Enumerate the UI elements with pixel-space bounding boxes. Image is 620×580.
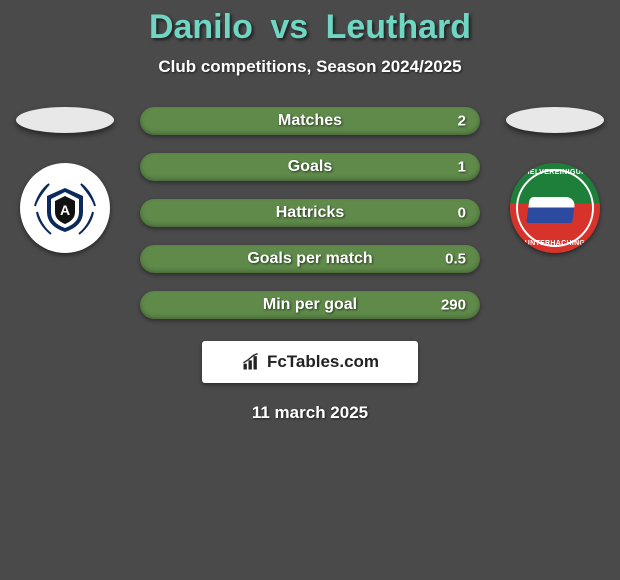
date-line: 11 march 2025 xyxy=(0,403,620,423)
bars-icon xyxy=(241,352,261,372)
stat-row-mpg: Min per goal 290 xyxy=(140,291,480,319)
player1-name: Danilo xyxy=(149,8,253,46)
svg-text:A: A xyxy=(60,202,70,218)
stat-row-matches: Matches 2 xyxy=(140,107,480,135)
branding-badge: FcTables.com xyxy=(202,341,418,383)
subtitle: Club competitions, Season 2024/2025 xyxy=(0,57,620,77)
right-column: SPIELVEREINIGUNG UNTERHACHING xyxy=(500,107,610,253)
stat-label: Goals per match xyxy=(247,250,372,268)
player1-ellipse xyxy=(16,107,114,133)
vs-separator: vs xyxy=(270,8,308,46)
player2-name: Leuthard xyxy=(326,8,471,46)
club-logo-right: SPIELVEREINIGUNG UNTERHACHING xyxy=(510,163,600,253)
stat-row-goals: Goals 1 xyxy=(140,153,480,181)
shield-a-icon: A xyxy=(25,168,105,248)
main-area: A Matches 2 Goals 1 Hattricks 0 xyxy=(0,107,620,319)
stat-row-hattricks: Hattricks 0 xyxy=(140,199,480,227)
player2-ellipse xyxy=(506,107,604,133)
logo-arc-bottom: UNTERHACHING xyxy=(510,240,600,247)
stat-right-value: 290 xyxy=(441,297,466,314)
stat-label: Hattricks xyxy=(276,204,344,222)
comparison-title: Danilo vs Leuthard xyxy=(0,8,620,47)
stat-right-value: 0 xyxy=(458,205,466,222)
logo-arc-top: SPIELVEREINIGUNG xyxy=(510,169,600,176)
stat-label: Goals xyxy=(288,158,332,176)
train-icon xyxy=(526,197,576,223)
branding-text: FcTables.com xyxy=(267,352,379,372)
stat-row-gpm: Goals per match 0.5 xyxy=(140,245,480,273)
stat-label: Min per goal xyxy=(263,296,357,314)
stat-right-value: 0.5 xyxy=(445,251,466,268)
stat-right-value: 2 xyxy=(458,113,466,130)
stat-right-value: 1 xyxy=(458,159,466,176)
club-logo-left: A xyxy=(20,163,110,253)
stats-column: Matches 2 Goals 1 Hattricks 0 Goals per … xyxy=(140,107,480,319)
left-column: A xyxy=(10,107,120,253)
stat-label: Matches xyxy=(278,112,342,130)
